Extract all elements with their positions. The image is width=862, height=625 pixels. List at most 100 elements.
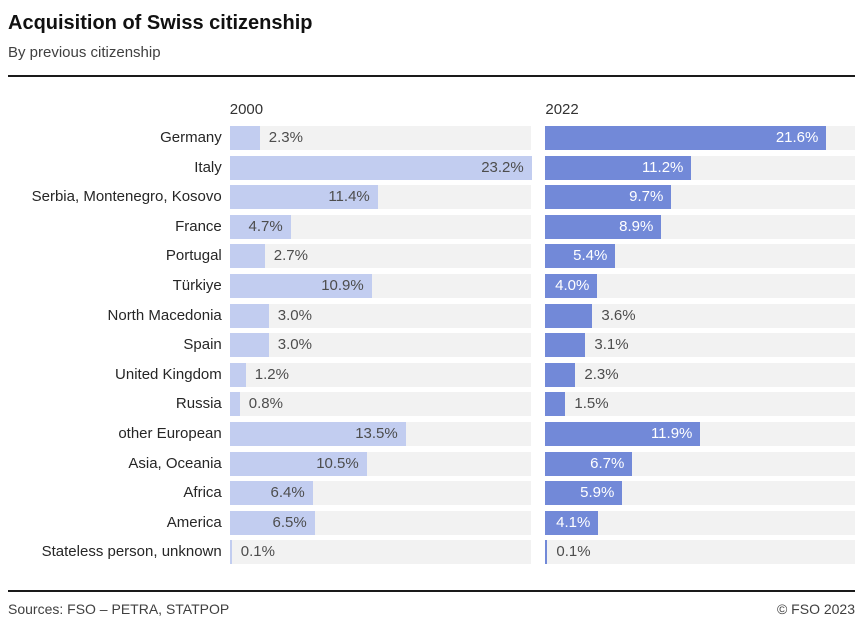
value-label: 1.5% <box>574 395 609 413</box>
bar-2022 <box>545 333 586 358</box>
column-gap <box>531 363 545 387</box>
bar-track-2022: 1.5% <box>545 392 855 417</box>
bar-2000 <box>229 214 291 239</box>
column-gap <box>531 244 545 268</box>
bar-2000 <box>229 540 232 565</box>
chart-row: Serbia, Montenegro, Kosovo 11.4% 9.7% <box>8 185 855 210</box>
chart-row: Africa 6.4% 5.9% <box>8 481 855 506</box>
column-header-2022: 2022 <box>545 101 579 118</box>
value-label: 3.6% <box>601 306 636 324</box>
bar-track-2022: 11.9% <box>545 421 855 446</box>
chart-row: Germany 2.3% 21.6% <box>8 126 855 150</box>
column-gap <box>531 511 545 535</box>
value-label: 5.9% <box>580 484 615 502</box>
column-gap <box>531 185 545 209</box>
category-label: France <box>175 217 222 235</box>
value-label: 2.7% <box>273 247 308 265</box>
bar-track-2000: 2.7% <box>229 244 532 269</box>
chart-row: North Macedonia 3.0% 3.6% <box>8 303 855 328</box>
column-gap <box>531 126 545 150</box>
value-label: 3.0% <box>277 336 312 354</box>
bar-2022 <box>545 126 827 150</box>
value-label: 3.1% <box>594 336 629 354</box>
bar-track-2000: 4.7% <box>229 214 532 239</box>
chart-row: Türkiye 10.9% 4.0% <box>8 273 855 298</box>
value-label: 11.9% <box>650 424 693 442</box>
value-label: 6.4% <box>270 484 305 502</box>
chart-row: Spain 3.0% 3.1% <box>8 333 855 358</box>
category-label: other European <box>118 424 222 442</box>
category-label: Asia, Oceania <box>128 454 222 472</box>
category-label: Italy <box>194 158 222 176</box>
value-label: 4.1% <box>556 513 591 531</box>
bar-track-2000: 1.2% <box>229 362 532 387</box>
bar-2022 <box>545 185 672 210</box>
column-gap <box>531 422 545 446</box>
value-label: 5.4% <box>573 247 608 265</box>
page-title: Acquisition of Swiss citizenship <box>8 12 313 34</box>
bar-2000 <box>229 481 313 506</box>
column-gap <box>531 333 545 357</box>
bar-2000 <box>229 244 265 269</box>
value-label: 11.4% <box>328 188 370 206</box>
value-label: 23.2% <box>481 158 524 176</box>
chart-row: United Kingdom 1.2% 2.3% <box>8 362 855 387</box>
value-label: 3.0% <box>277 306 312 324</box>
category-label: North Macedonia <box>107 306 222 324</box>
category-label: Russia <box>175 395 222 413</box>
bar-track-2000: 6.4% <box>229 481 532 506</box>
value-label: 1.2% <box>254 365 289 383</box>
bar-track-2000: 3.0% <box>229 303 532 328</box>
bar-2022 <box>545 244 616 269</box>
bar-2000 <box>229 303 269 328</box>
column-gap <box>531 304 545 328</box>
bar-2022 <box>545 362 576 387</box>
top-divider <box>8 75 855 77</box>
value-label: 9.7% <box>629 188 664 206</box>
column-gap <box>531 274 545 298</box>
bar-track-2022: 11.2% <box>545 155 855 180</box>
header-spacer <box>8 101 230 119</box>
bar-track-2022: 3.6% <box>545 303 855 328</box>
category-label: United Kingdom <box>115 365 222 383</box>
bar-track-2022: 21.6% <box>545 126 855 150</box>
category-label: Africa <box>183 484 222 502</box>
chart-row: Portugal 2.7% 5.4% <box>8 244 855 269</box>
bar-2022 <box>545 303 593 328</box>
bar-track-2000: 23.2% <box>229 155 532 180</box>
bar-2000 <box>229 451 367 476</box>
chart-row: Asia, Oceania 10.5% 6.7% <box>8 451 855 476</box>
bar-2000 <box>229 333 269 358</box>
bar-track-2000: 3.0% <box>229 333 532 358</box>
bar-2022 <box>545 451 633 476</box>
bar-2000 <box>229 185 378 210</box>
bar-2022 <box>545 155 692 180</box>
bar-track-2022: 5.9% <box>545 481 855 506</box>
bar-2000 <box>229 155 532 180</box>
bar-track-2000: 13.5% <box>229 421 532 446</box>
value-label: 13.5% <box>355 424 398 442</box>
category-label: America <box>166 513 222 531</box>
chart-row: France 4.7% 8.9% <box>8 214 855 239</box>
footer: Sources: FSO – PETRA, STATPOP © FSO 2023 <box>8 601 855 618</box>
value-label: 0.1% <box>556 543 591 561</box>
bar-2000 <box>229 273 372 298</box>
value-label: 6.7% <box>590 454 625 472</box>
category-label: Türkiye <box>172 276 222 294</box>
column-gap <box>531 481 545 505</box>
bar-2000 <box>229 421 406 446</box>
bar-track-2000: 10.9% <box>229 273 532 298</box>
bar-track-2000: 11.4% <box>229 185 532 210</box>
column-gap <box>531 156 545 180</box>
chart-row: America 6.5% 4.1% <box>8 510 855 535</box>
column-gap <box>531 452 545 476</box>
bar-track-2022: 3.1% <box>545 333 855 358</box>
value-label: 4.0% <box>555 276 590 294</box>
bar-2022 <box>545 273 598 298</box>
bar-track-2000: 10.5% <box>229 451 532 476</box>
chart-rows: Germany 2.3% 21.6% Italy 23.2% 11.2% Serbia, M… <box>8 126 855 565</box>
bar-2022 <box>545 540 548 565</box>
footer-copyright: © FSO 2023 <box>776 601 855 618</box>
column-gap <box>531 392 545 416</box>
bar-track-2000: 6.5% <box>229 510 532 535</box>
